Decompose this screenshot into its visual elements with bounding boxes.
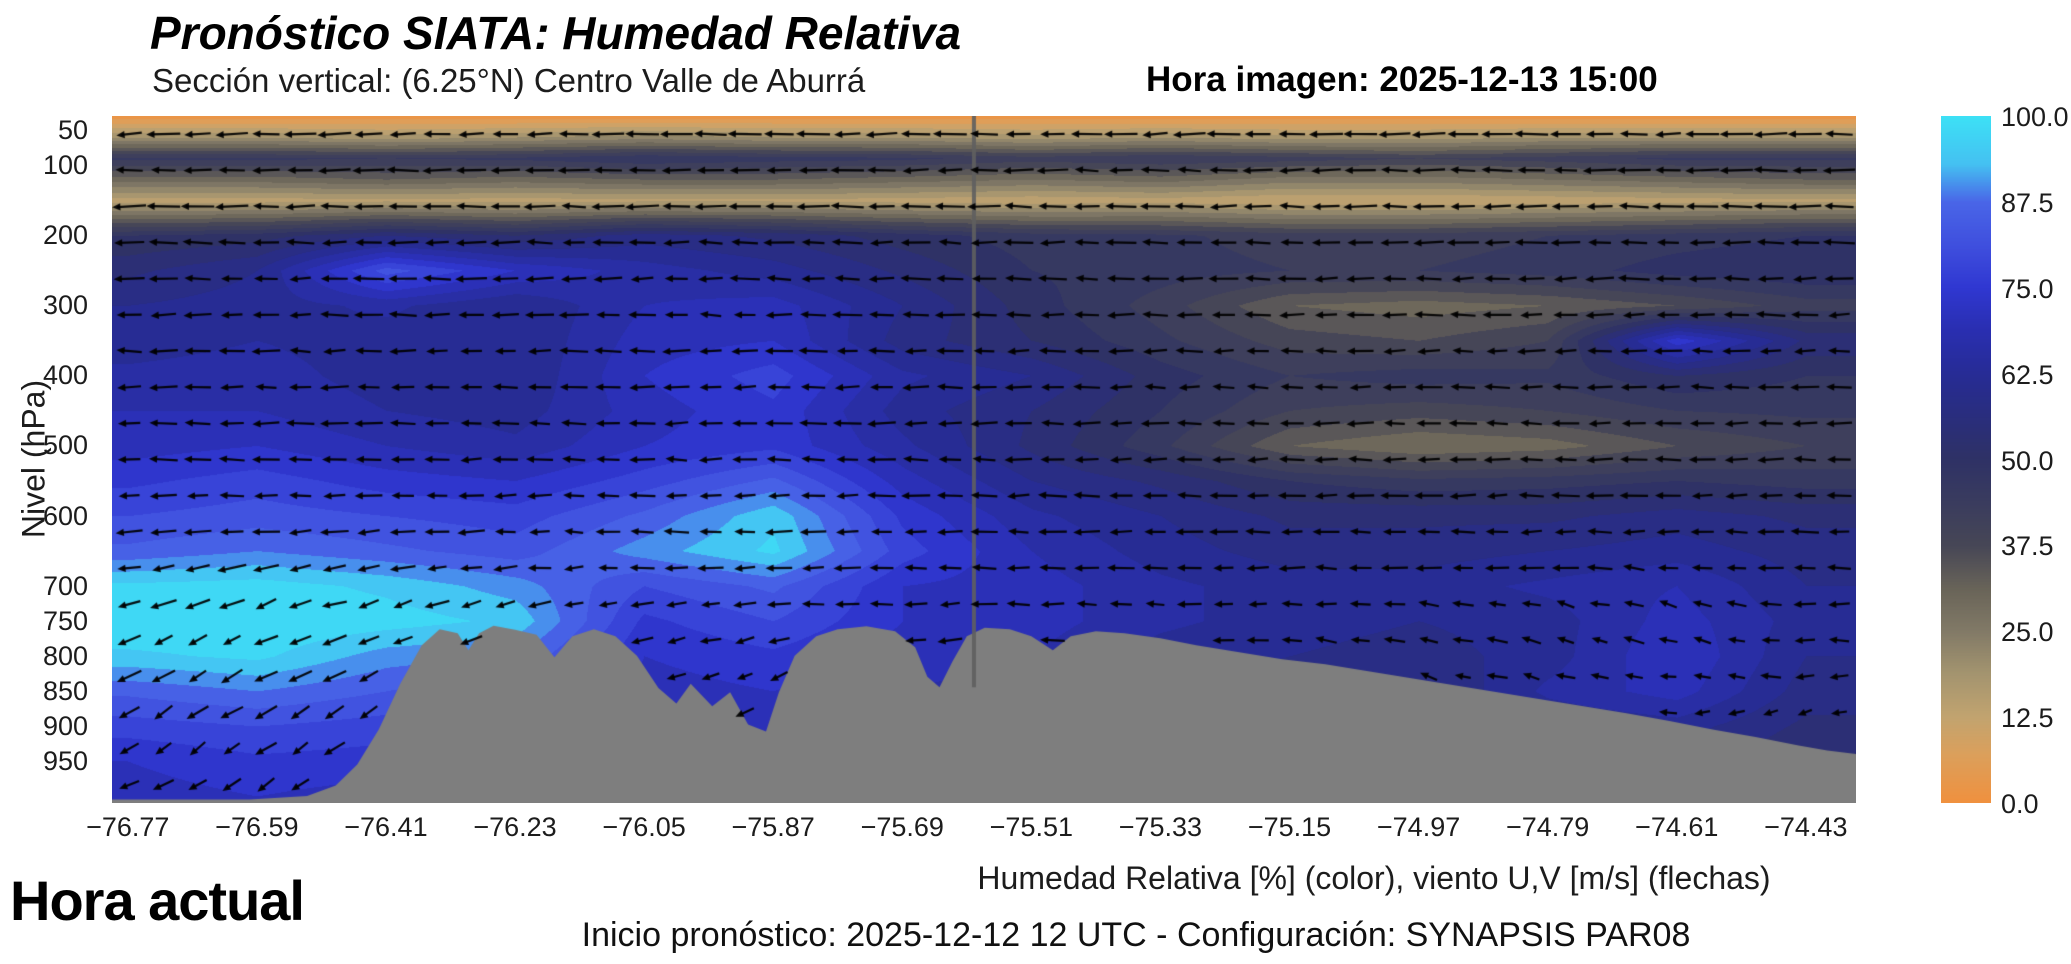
colorbar-ticks: 100.0 87.5 75.0 62.5 50.0 37.5 25.0 12.5 0.0 bbox=[2001, 102, 2071, 819]
colorbar-tick-label: 62.5 bbox=[2001, 359, 2054, 390]
y-tick-label: 750 bbox=[42, 605, 88, 636]
colorbar-tick-label: 25.0 bbox=[2001, 617, 2054, 648]
colorbar-tick-label: 87.5 bbox=[2001, 187, 2054, 218]
y-tick-label: 50 bbox=[57, 115, 88, 146]
x-axis-label: Humedad Relativa [%] (color), viento U,V… bbox=[977, 860, 1771, 896]
forecast-init-label: Inicio pronóstico: 2025-12-12 12 UTC - C… bbox=[581, 916, 1691, 954]
x-tick-label: −74.43 bbox=[1764, 812, 1848, 842]
colorbar-tick-label: 100.0 bbox=[2001, 102, 2069, 132]
humidity-wind-canvas bbox=[112, 116, 1856, 803]
y-tick-label: 700 bbox=[42, 570, 88, 601]
colorbar-tick-label: 0.0 bbox=[2001, 789, 2039, 819]
x-tick-label: −75.87 bbox=[731, 812, 815, 842]
x-tick-label: −74.79 bbox=[1505, 812, 1590, 842]
x-tick-label: −76.23 bbox=[473, 812, 557, 842]
section-subtitle: Sección vertical: (6.25°N) Centro Valle … bbox=[152, 62, 866, 99]
y-tick-label: 850 bbox=[42, 675, 88, 706]
y-tick-label: 100 bbox=[42, 150, 88, 181]
current-time-label: Hora actual bbox=[10, 869, 305, 932]
y-tick-label: 600 bbox=[42, 500, 88, 531]
y-tick-label: 500 bbox=[42, 430, 88, 461]
x-tick-label: −76.41 bbox=[344, 812, 428, 842]
x-tick-label: −74.97 bbox=[1376, 812, 1461, 842]
cross-section-plot bbox=[112, 116, 1856, 803]
colorbar-tick-label: 12.5 bbox=[2001, 703, 2054, 734]
x-tick-label: −74.61 bbox=[1635, 812, 1719, 842]
y-tick-label: 300 bbox=[42, 290, 88, 321]
x-tick-label: −76.59 bbox=[215, 812, 299, 842]
y-tick-label: 200 bbox=[42, 220, 88, 251]
y-tick-label: 900 bbox=[42, 710, 88, 741]
y-tick-label: 800 bbox=[42, 640, 88, 671]
x-tick-label: −75.51 bbox=[989, 812, 1073, 842]
x-tick-label: −76.05 bbox=[602, 812, 686, 842]
y-tick-label: 950 bbox=[42, 745, 88, 776]
colorbar-tick-label: 75.0 bbox=[2001, 273, 2054, 304]
y-tick-label: 400 bbox=[42, 360, 88, 391]
x-tick-label: −76.77 bbox=[86, 812, 170, 842]
x-tick-label: −75.69 bbox=[860, 812, 944, 842]
image-time-label: Hora imagen: 2025-12-13 15:00 bbox=[1146, 60, 1658, 99]
colorbar-tick-label: 50.0 bbox=[2001, 445, 2054, 476]
x-tick-label: −75.15 bbox=[1247, 812, 1332, 842]
colorbar-tick-label: 37.5 bbox=[2001, 531, 2054, 562]
x-axis-ticks: −76.77 −76.59 −76.41 −76.23 −76.05 −75.87 −75.… bbox=[86, 812, 1856, 852]
page-title: Pronóstico SIATA: Humedad Relativa bbox=[150, 7, 962, 59]
y-axis-ticks: 50 100 200 300 400 500 600 700 750 800 850 900 950 bbox=[0, 115, 100, 803]
x-tick-label: −75.33 bbox=[1118, 812, 1203, 842]
colorbar bbox=[1941, 116, 1991, 803]
